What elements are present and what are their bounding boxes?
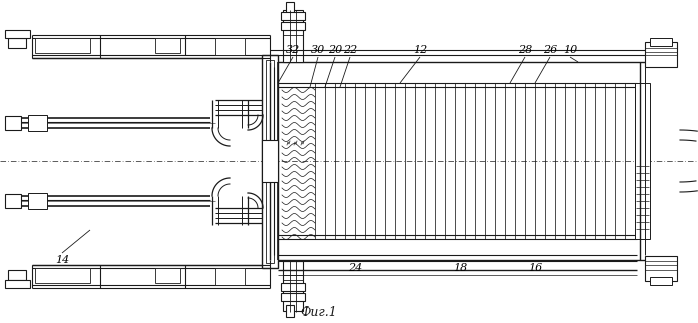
Text: 14: 14 bbox=[55, 255, 69, 265]
Bar bbox=[5, 280, 30, 288]
Bar bbox=[215, 38, 245, 55]
Bar bbox=[650, 277, 672, 285]
Bar bbox=[8, 270, 26, 280]
Bar bbox=[262, 55, 278, 268]
Bar bbox=[35, 38, 90, 53]
Bar bbox=[28, 193, 47, 209]
Bar bbox=[645, 42, 677, 67]
Bar bbox=[281, 22, 305, 30]
Bar bbox=[635, 83, 650, 239]
Bar bbox=[5, 194, 21, 208]
Bar bbox=[262, 140, 278, 182]
Bar bbox=[28, 115, 47, 131]
Bar bbox=[286, 305, 294, 317]
Text: 16: 16 bbox=[528, 263, 542, 273]
Bar bbox=[266, 60, 274, 263]
Text: 26: 26 bbox=[543, 45, 557, 55]
Text: 32: 32 bbox=[286, 45, 300, 55]
Text: 28: 28 bbox=[518, 45, 532, 55]
Bar bbox=[5, 30, 30, 38]
Bar bbox=[215, 268, 245, 285]
Bar bbox=[283, 261, 303, 311]
Bar bbox=[281, 12, 305, 20]
Bar bbox=[281, 293, 305, 301]
Text: 30: 30 bbox=[311, 45, 325, 55]
Text: 20: 20 bbox=[328, 45, 342, 55]
Bar bbox=[283, 10, 303, 62]
Text: 10: 10 bbox=[563, 45, 577, 55]
Bar bbox=[286, 2, 294, 14]
Text: Фиг.1: Фиг.1 bbox=[301, 307, 337, 319]
Text: 24: 24 bbox=[348, 263, 362, 273]
Bar bbox=[155, 268, 180, 283]
Bar bbox=[645, 256, 677, 281]
Bar bbox=[155, 38, 180, 53]
Bar bbox=[8, 38, 26, 48]
Text: 18: 18 bbox=[453, 263, 467, 273]
Bar bbox=[35, 268, 90, 283]
Text: 12: 12 bbox=[413, 45, 427, 55]
Bar bbox=[281, 283, 305, 291]
Text: 22: 22 bbox=[343, 45, 357, 55]
Bar bbox=[5, 116, 21, 130]
Bar bbox=[650, 38, 672, 46]
